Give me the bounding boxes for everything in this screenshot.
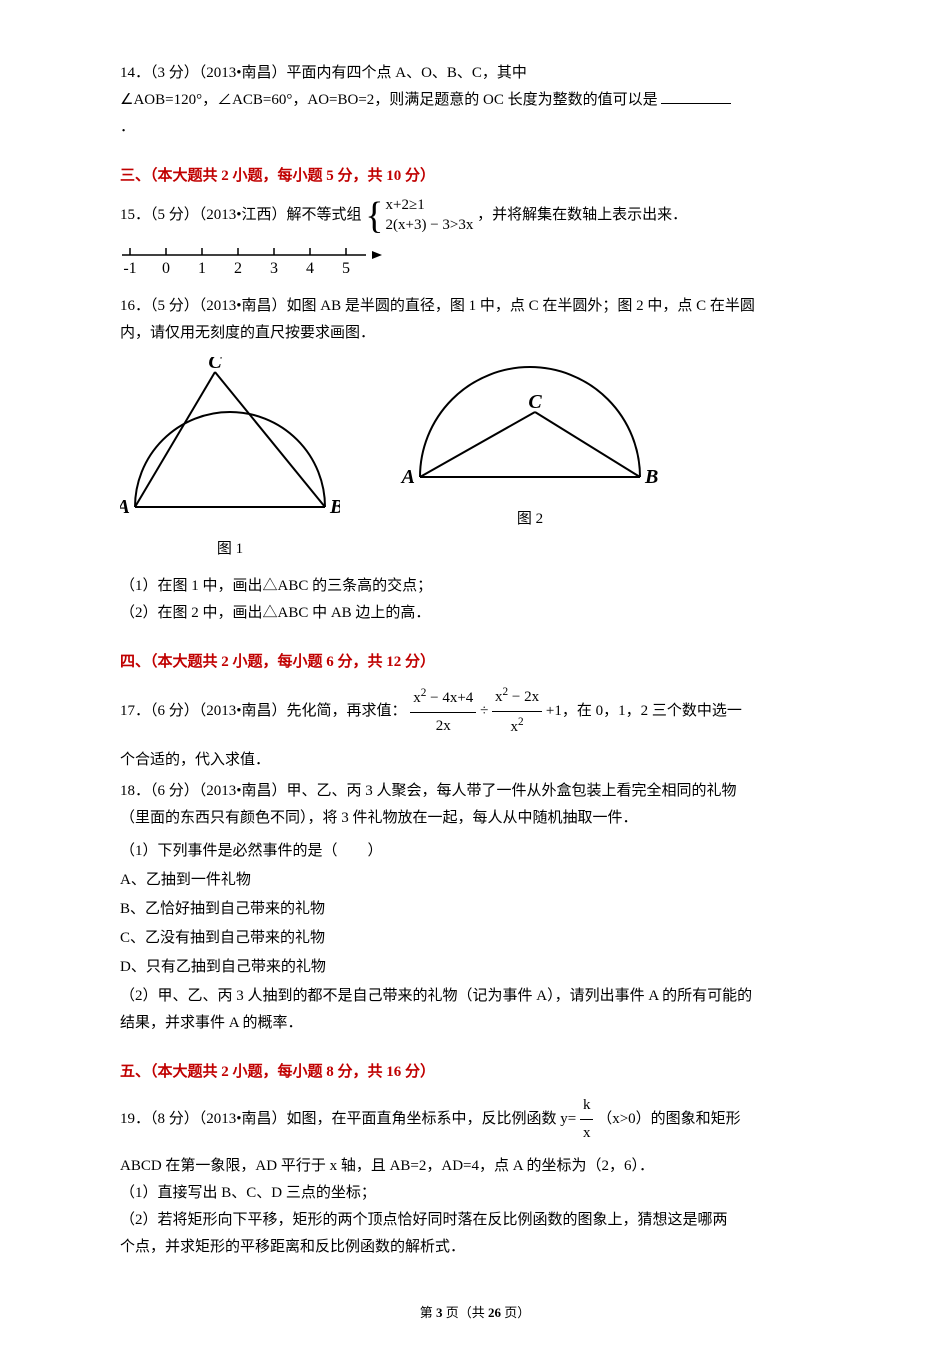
q19-sub1: （1）直接写出 B、C、D 三点的坐标； [120, 1180, 830, 1207]
q18-sub2b: 结果，并求事件 A 的概率． [120, 1010, 830, 1037]
footer-mid: 页（共 [442, 1305, 488, 1320]
q18: 18．（6 分）（2013•南昌）甲、乙、丙 3 人聚会，每人带了一件从外盒包装… [120, 778, 830, 832]
q16: 16．（5 分）（2013•南昌）如图 AB 是半圆的直径，图 1 中，点 C … [120, 293, 830, 347]
q18-sub1: （1）下列事件是必然事件的是（ ） [120, 838, 830, 865]
q18-line2: （里面的东西只有颜色不同），将 3 件礼物放在一起，每人从中随机抽取一件． [120, 810, 638, 826]
q17-prefix: 17．（6 分）（2013•南昌）先化简，再求值： [120, 703, 407, 719]
q14-line1: 14．（3 分）（2013•南昌）平面内有四个点 A、O、B、C，其中 [120, 65, 527, 81]
q17-line2: 个合适的，代入求值． [120, 747, 830, 774]
figure2-label: 图 2 [400, 506, 660, 533]
q14-dot: ． [120, 119, 135, 135]
figure1-wrap: A B C 图 1 [120, 357, 340, 563]
q16-line2: 内，请仅用无刻度的直尺按要求画图． [120, 325, 375, 341]
q17-div: ÷ [480, 703, 492, 719]
svg-text:2: 2 [234, 260, 242, 277]
q18-sub2a: （2）甲、乙、丙 3 人抽到的都不是自己带来的礼物（记为事件 A），请列出事件 … [120, 983, 830, 1010]
svg-text:4: 4 [306, 260, 314, 277]
svg-text:A: A [120, 496, 130, 518]
svg-text:-1: -1 [123, 260, 136, 277]
q16-sub2: （2）在图 2 中，画出△ABC 中 AB 边上的高． [120, 600, 830, 627]
figure-pair: A B C 图 1 A B C 图 2 [120, 357, 830, 563]
svg-text:1: 1 [198, 260, 206, 277]
svg-text:C: C [208, 357, 222, 373]
footer-post: 页） [501, 1305, 530, 1320]
q14-blank [661, 88, 731, 104]
svg-text:3: 3 [270, 260, 278, 277]
footer-pre: 第 [420, 1305, 436, 1320]
q15: 15．（5 分）（2013•江西）解不等式组 { x+2≥1 2(x+3) − … [120, 196, 830, 235]
svg-text:C: C [528, 391, 542, 413]
q15-sys-line1: x+2≥1 [386, 196, 474, 216]
q19-sub2b: 个点，并求矩形的平移距离和反比例函数的解析式． [120, 1234, 830, 1261]
q17: 17．（6 分）（2013•南昌）先化简，再求值： x2 − 4x+4 2x ÷… [120, 682, 830, 741]
q17-suffix: +1，在 0，1，2 三个数中选一 [546, 703, 742, 719]
q16-sub1: （1）在图 1 中，画出△ABC 的三条高的交点； [120, 573, 830, 600]
q15-system: { x+2≥1 2(x+3) − 3>3x [365, 196, 473, 235]
q19-frac: k x [580, 1092, 594, 1147]
section3-header: 三、（本大题共 2 小题，每小题 5 分，共 10 分） [120, 163, 830, 190]
q18-optD: D、只有乙抽到自己带来的礼物 [120, 954, 830, 981]
q18-line1: 18．（6 分）（2013•南昌）甲、乙、丙 3 人聚会，每人带了一件从外盒包装… [120, 783, 737, 799]
section5-header: 五、（本大题共 2 小题，每小题 8 分，共 16 分） [120, 1059, 830, 1086]
svg-text:A: A [400, 466, 415, 488]
page-footer: 第 3 页（共 26 页） [120, 1301, 830, 1324]
q17-frac1: x2 − 4x+4 2x [410, 683, 476, 740]
q15-brace: { [365, 197, 383, 235]
q17-den1: 2x [410, 713, 476, 740]
q17-num1: x2 − 4x+4 [410, 683, 476, 713]
q14: 14．（3 分）（2013•南昌）平面内有四个点 A、O、B、C，其中 ∠AOB… [120, 60, 830, 141]
q17-den2: x2 [492, 712, 542, 741]
q18-optC: C、乙没有抽到自己带来的礼物 [120, 925, 830, 952]
q15-sys-line2: 2(x+3) − 3>3x [386, 216, 474, 236]
svg-text:5: 5 [342, 260, 350, 277]
q15-prefix: 15．（5 分）（2013•江西）解不等式组 [120, 207, 362, 223]
number-line: -1 0 1 2 3 4 5 [120, 243, 830, 287]
q19-suffix: （x>0）的图象和矩形 [597, 1111, 740, 1127]
q19-num: k [580, 1092, 594, 1120]
svg-text:B: B [644, 466, 658, 488]
q18-options: A、乙抽到一件礼物 B、乙恰好抽到自己带来的礼物 C、乙没有抽到自己带来的礼物 … [120, 867, 830, 981]
q19: 19．（8 分）（2013•南昌）如图，在平面直角坐标系中，反比例函数 y= k… [120, 1092, 830, 1147]
section4-header: 四、（本大题共 2 小题，每小题 6 分，共 12 分） [120, 649, 830, 676]
q15-suffix: ，并将解集在数轴上表示出来． [477, 207, 687, 223]
figure2-wrap: A B C 图 2 [400, 357, 660, 563]
q17-num2: x2 − 2x [492, 682, 542, 712]
q17-frac2: x2 − 2x x2 [492, 682, 542, 741]
q19-line2: ABCD 在第一象限，AD 平行于 x 轴，且 AB=2，AD=4，点 A 的坐… [120, 1153, 830, 1180]
q18-optA: A、乙抽到一件礼物 [120, 867, 830, 894]
footer-total: 26 [488, 1305, 501, 1320]
q19-den: x [580, 1120, 594, 1147]
figure1-label: 图 1 [120, 536, 340, 563]
q14-line2: ∠AOB=120°，∠ACB=60°，AO=BO=2，则满足题意的 OC 长度为… [120, 92, 658, 108]
svg-text:0: 0 [162, 260, 170, 277]
q16-line1: 16．（5 分）（2013•南昌）如图 AB 是半圆的直径，图 1 中，点 C … [120, 298, 755, 314]
q19-prefix: 19．（8 分）（2013•南昌）如图，在平面直角坐标系中，反比例函数 y= [120, 1111, 576, 1127]
q18-optB: B、乙恰好抽到自己带来的礼物 [120, 896, 830, 923]
q19-sub2a: （2）若将矩形向下平移，矩形的两个顶点恰好同时落在反比例函数的图象上，猜想这是哪… [120, 1207, 830, 1234]
svg-text:B: B [329, 496, 340, 518]
